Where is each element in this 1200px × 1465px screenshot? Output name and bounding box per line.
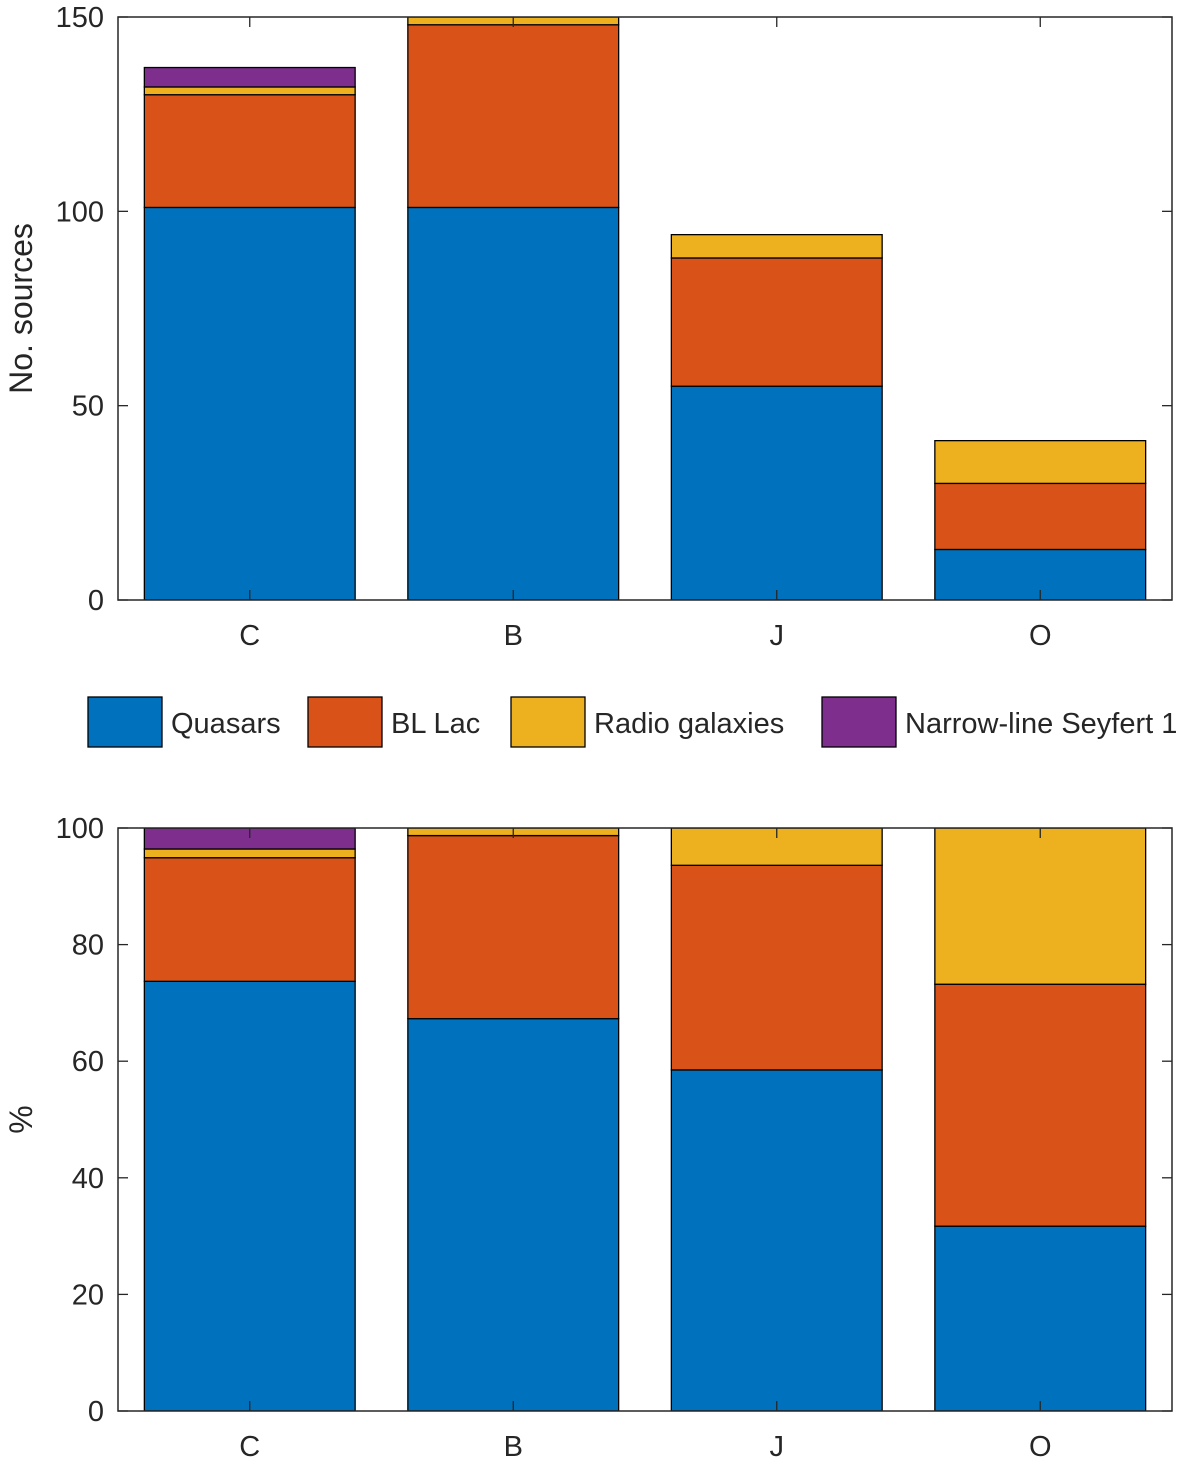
bar-j-bl-lac — [670, 864, 883, 1071]
legend-item-bl-lac: BL Lac — [307, 696, 480, 748]
bar-o-bl-lac — [934, 983, 1147, 1227]
axes-box — [117, 827, 1173, 1412]
bar-b-quasars — [407, 1017, 620, 1411]
legend-item-quasars: Quasars — [87, 696, 281, 748]
bar-c-bl-lac — [143, 94, 356, 209]
legend-label-radio-galaxies: Radio galaxies — [594, 708, 784, 740]
y-tick-label: 100 — [56, 196, 104, 228]
bar-c-quasars — [143, 980, 356, 1411]
x-tick-label-b: B — [504, 1431, 523, 1460]
y-axis-label: % — [3, 1105, 39, 1133]
bar-j-bl-lac — [670, 257, 883, 387]
bar-o-radio-galaxies — [934, 828, 1147, 985]
axes-box — [117, 16, 1173, 601]
x-tick-label-o: O — [1029, 620, 1052, 652]
legend-item-narrow-line-seyfert-1: Narrow-line Seyfert 1 — [821, 696, 1177, 748]
legend-label-quasars: Quasars — [171, 708, 281, 740]
legend: Quasars BL Lac Radio galaxies Narrow-line S… — [87, 696, 1177, 748]
y-tick-label: 40 — [72, 1163, 104, 1195]
legend-swatch-quasars — [87, 696, 163, 748]
x-tick-label-c: C — [239, 1431, 260, 1460]
bar-c-radio-galaxies — [143, 848, 356, 859]
bar-j-radio-galaxies — [670, 233, 883, 259]
legend-swatch-radio-galaxies — [510, 696, 586, 748]
legend-swatch-bl-lac — [307, 696, 383, 748]
y-axis-label: No. sources — [3, 223, 39, 394]
bar-c-radio-galaxies — [143, 86, 356, 96]
y-tick-label: 0 — [88, 1396, 104, 1428]
bar-b-bl-lac — [407, 834, 620, 1020]
y-tick-label: 60 — [72, 1046, 104, 1078]
x-tick-label-o: O — [1029, 1431, 1052, 1460]
chart-source-percentages: C B J O 0 20 40 60 80 100% — [3, 813, 1173, 1463]
y-tick-label: 150 — [56, 2, 104, 34]
bar-b-bl-lac — [407, 24, 620, 209]
bar-b-quasars — [407, 206, 620, 600]
legend-label-narrow-line-seyfert-1: Narrow-line Seyfert 1 — [905, 708, 1177, 740]
bar-c-quasars — [143, 206, 356, 600]
y-tick-label: 80 — [72, 930, 104, 962]
x-tick-label-b: B — [504, 620, 523, 652]
legend-item-radio-galaxies: Radio galaxies — [510, 696, 784, 748]
y-tick-label: 50 — [72, 391, 104, 423]
bar-c-narrow-line-seyfert-1 — [143, 828, 356, 850]
chart-source-counts: C B J O 0 50 100 150 No. sources — [3, 2, 1173, 652]
bar-c-narrow-line-seyfert-1 — [143, 66, 356, 88]
bar-j-quasars — [670, 1069, 883, 1411]
x-tick-label-j: J — [770, 1431, 785, 1460]
bar-j-quasars — [670, 385, 883, 600]
y-tick-label: 20 — [72, 1279, 104, 1311]
legend-swatch-narrow-line-seyfert-1 — [821, 696, 897, 748]
legend-label-bl-lac: BL Lac — [391, 708, 480, 740]
bar-o-quasars — [934, 1225, 1147, 1411]
bar-o-radio-galaxies — [934, 439, 1147, 485]
x-tick-label-c: C — [239, 620, 260, 652]
bars — [143, 17, 1147, 600]
bar-o-bl-lac — [934, 482, 1147, 551]
y-tick-label: 100 — [56, 813, 104, 845]
x-tick-label-j: J — [770, 620, 785, 652]
bar-c-bl-lac — [143, 857, 356, 982]
y-tick-label: 0 — [88, 585, 104, 617]
